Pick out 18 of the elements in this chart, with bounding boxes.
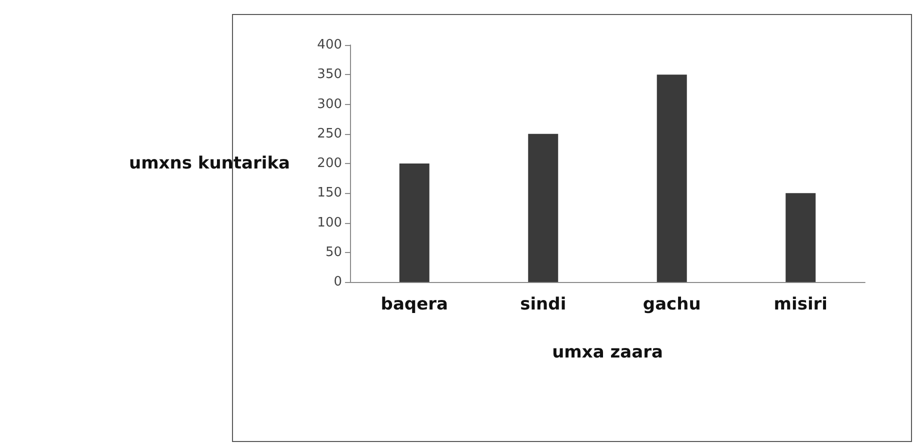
y-tick-label: 100 [317, 215, 342, 230]
bar [786, 193, 816, 282]
y-tick-label: 400 [317, 38, 342, 52]
y-tick-label: 350 [317, 67, 342, 82]
y-tick-label: 50 [325, 244, 342, 260]
bar [399, 164, 430, 282]
y-tick-label: 300 [317, 96, 342, 112]
y-tick-label: 250 [317, 126, 342, 142]
x-axis-title: umxa zaara [552, 342, 663, 362]
y-tick-label: 150 [317, 186, 342, 201]
x-tick-label: sindi [520, 294, 566, 314]
bar [656, 74, 687, 282]
y-tick-label: 200 [317, 156, 342, 171]
x-tick-label: gachu [642, 294, 701, 314]
x-tick-label: misiri [774, 294, 828, 314]
y-tick-label: 0 [334, 274, 342, 290]
x-tick-label: baqera [380, 294, 448, 314]
bar [528, 134, 558, 282]
